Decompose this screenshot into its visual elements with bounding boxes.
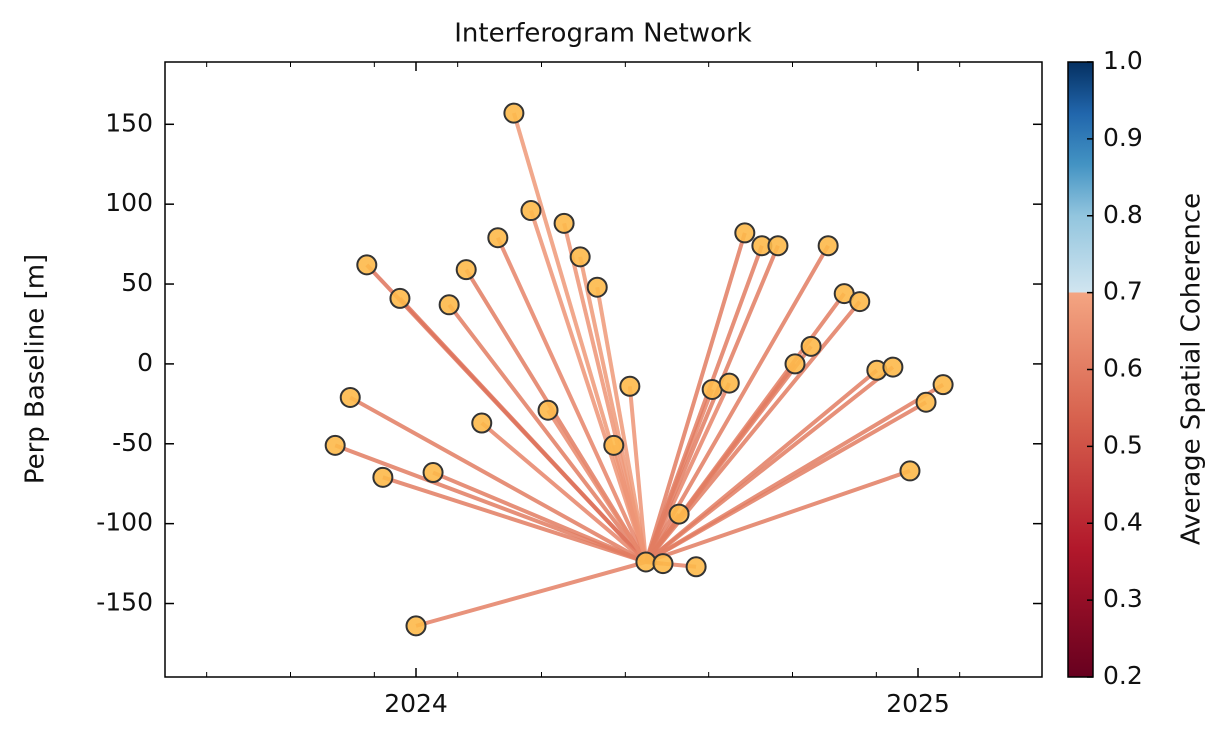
plot-frame xyxy=(164,61,1043,678)
colorbar-tick-label: 0.3 xyxy=(1103,584,1143,613)
interferogram-edge xyxy=(415,560,647,628)
acquisition-point xyxy=(784,353,806,375)
acquisition-point xyxy=(685,556,707,578)
colorbar-tick-label: 0.9 xyxy=(1103,123,1143,152)
interferogram-edge xyxy=(398,297,648,564)
acquisition-point xyxy=(487,227,509,249)
acquisition-point xyxy=(718,372,740,394)
interferogram-edge xyxy=(644,244,780,563)
acquisition-point xyxy=(817,235,839,257)
interferogram-edge xyxy=(595,286,648,563)
acquisition-point xyxy=(356,254,378,276)
acquisition-point xyxy=(405,615,427,637)
y-axis-label: Perp Baseline [m] xyxy=(21,254,51,484)
interferogram-edge xyxy=(644,382,945,564)
colorbar-tick-label: 0.5 xyxy=(1103,430,1143,459)
acquisition-point xyxy=(932,374,954,396)
interferogram-edge xyxy=(334,443,647,564)
interferogram-edge xyxy=(627,386,648,563)
y-tick-label: 100 xyxy=(105,188,153,217)
acquisition-point xyxy=(389,287,411,309)
acquisition-point xyxy=(915,391,937,413)
acquisition-point xyxy=(899,460,921,482)
acquisition-point xyxy=(503,102,525,124)
interferogram-edge xyxy=(546,409,648,564)
interferogram-edge xyxy=(611,444,648,563)
acquisition-point xyxy=(438,294,460,316)
acquisition-point xyxy=(372,466,394,488)
acquisition-point xyxy=(324,434,346,456)
acquisition-point xyxy=(668,503,690,525)
acquisition-point xyxy=(800,335,822,357)
acquisition-point xyxy=(734,222,756,244)
acquisition-point xyxy=(520,200,542,222)
interferogram-edge xyxy=(480,421,648,564)
acquisition-point xyxy=(553,212,575,234)
acquisition-point xyxy=(767,235,789,257)
y-tick-label: -150 xyxy=(96,588,153,617)
acquisition-point xyxy=(603,434,625,456)
acquisition-point xyxy=(849,291,871,313)
interferogram-edge xyxy=(382,475,647,564)
x-tick-label: 2025 xyxy=(886,689,950,718)
y-tick-label: 150 xyxy=(105,108,153,137)
interferogram-edge xyxy=(529,209,648,563)
interferogram-edge xyxy=(496,236,648,563)
acquisition-point xyxy=(422,462,444,484)
colorbar-tick-label: 0.2 xyxy=(1103,661,1143,690)
acquisition-point xyxy=(455,259,477,281)
y-tick-label: 0 xyxy=(137,348,153,377)
colorbar-label: Average Spatial Coherence xyxy=(1177,193,1207,545)
colorbar-tick-label: 1.0 xyxy=(1103,46,1143,75)
interferogram-edge xyxy=(447,303,648,564)
interferogram-edge xyxy=(644,365,895,564)
interferogram-edge xyxy=(644,232,747,563)
acquisition-point xyxy=(339,386,361,408)
acquisition-point xyxy=(619,375,641,397)
interferogram-edge xyxy=(645,469,911,564)
y-tick-label: 50 xyxy=(121,268,153,297)
acquisition-point xyxy=(586,276,608,298)
colorbar-tick-label: 0.8 xyxy=(1103,200,1143,229)
acquisition-point xyxy=(569,246,591,268)
acquisition-point xyxy=(882,356,904,378)
acquisition-point xyxy=(537,399,559,421)
y-tick-label: -100 xyxy=(96,508,153,537)
colorbar-tick-label: 0.7 xyxy=(1103,277,1143,306)
x-tick-label: 2024 xyxy=(384,689,448,718)
y-tick-label: -50 xyxy=(112,428,153,457)
chart-title: Interferogram Network xyxy=(454,19,751,49)
interferogram-edge xyxy=(349,395,647,564)
interferogram-edge xyxy=(432,470,647,564)
interferogram-edge xyxy=(644,245,764,563)
colorbar-tick-label: 0.4 xyxy=(1103,507,1143,536)
acquisition-point xyxy=(652,553,674,575)
acquisition-point xyxy=(471,412,493,434)
acquisition-point xyxy=(635,551,657,573)
colorbar-tick-label: 0.6 xyxy=(1103,354,1143,383)
